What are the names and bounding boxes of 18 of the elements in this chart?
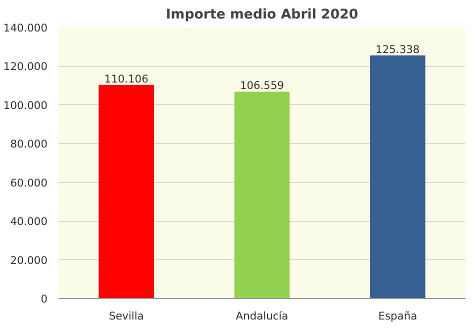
chart-title: Importe medio Abril 2020 [166, 8, 358, 22]
data-label: 106.559 [240, 79, 284, 92]
y-tick-label: 80.000 [10, 138, 48, 151]
x-tick-label: Andalucía [236, 310, 288, 322]
bar [370, 55, 426, 298]
x-tick-label: Sevilla [108, 310, 144, 322]
y-tick-label: 0 [40, 292, 48, 306]
x-tick-label: España [378, 310, 418, 322]
bar [98, 84, 154, 298]
data-label: 125.338 [376, 42, 420, 56]
y-tick-label: 40.000 [10, 215, 48, 228]
data-label: 110.106 [104, 72, 149, 86]
y-tick-label: 100.000 [3, 98, 48, 112]
y-tick-label: 120.000 [3, 60, 48, 74]
y-tick-label: 60.000 [10, 176, 48, 190]
y-tick-label: 140.000 [3, 22, 48, 34]
y-tick-label: 20.000 [10, 254, 48, 267]
bar [234, 92, 290, 298]
